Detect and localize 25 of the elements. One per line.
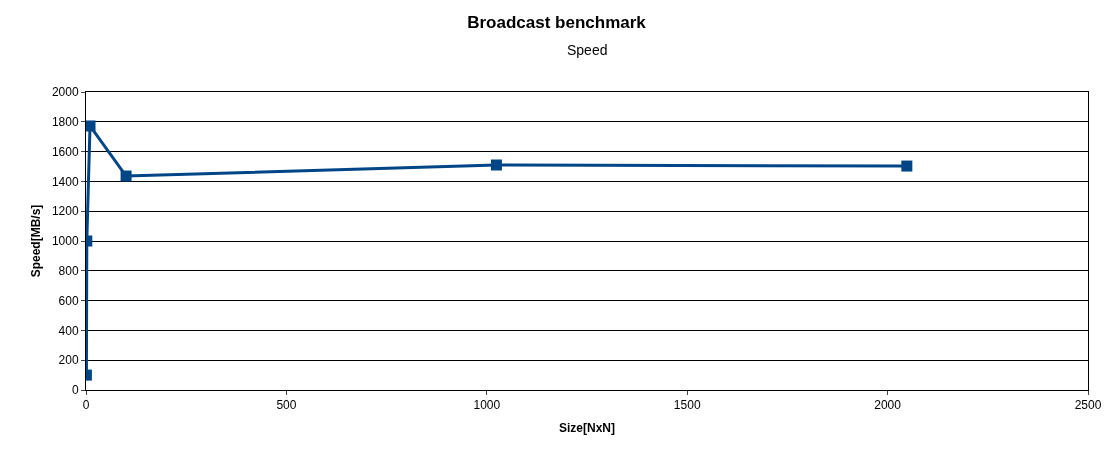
y-tick-label: 1000 [51,234,79,249]
y-tick-label: 1600 [51,144,79,159]
x-tick-label: 1000 [473,398,501,413]
y-tick-label: 1200 [51,204,79,219]
point [490,159,502,171]
y-axis-title: Speed[MB/s] [29,204,44,278]
chart-title: Broadcast benchmark [467,12,647,32]
y-tick-label: 800 [58,264,79,278]
x-tick-label: 2500 [1074,398,1102,413]
chart-subtitle: Speed [567,42,608,58]
y-tick-label: 1400 [51,174,79,189]
point [86,120,96,132]
x-tick-label: 500 [276,398,297,413]
x-tick-label: 0 [82,398,90,413]
y-tick-label: 200 [58,353,79,368]
point [901,160,913,172]
y-tick-label: 600 [58,293,79,308]
x-tick-label: 1500 [673,398,701,413]
y-tick-label: 1800 [51,115,79,129]
y-tick-label: 400 [58,323,79,338]
x-axis-title: Size[NxN] [558,421,616,436]
x-tick-label: 2000 [874,398,902,413]
y-tick-label: 2000 [51,85,79,100]
point [120,170,132,182]
y-tick-label: 0 [71,383,79,398]
